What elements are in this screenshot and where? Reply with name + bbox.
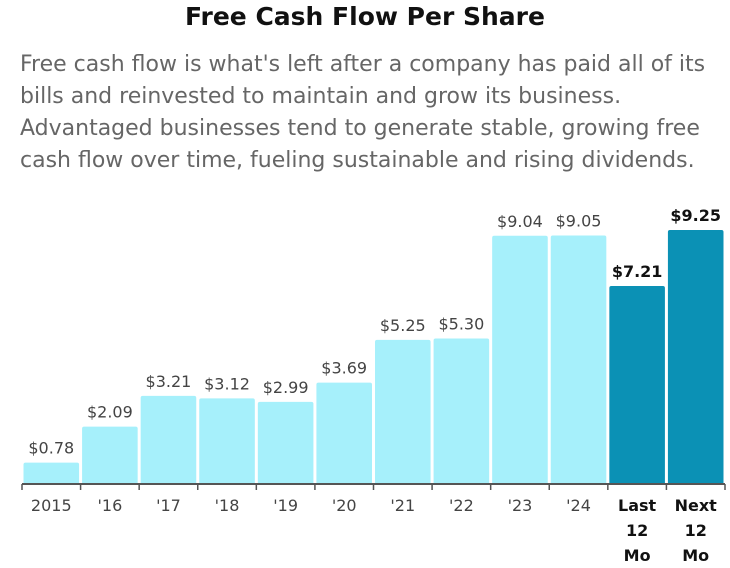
- data-label: $9.25: [670, 206, 721, 225]
- data-label: $9.04: [497, 212, 543, 231]
- bar: [257, 401, 314, 484]
- data-label: $9.05: [556, 211, 602, 230]
- x-tick-label: '21: [390, 496, 415, 515]
- x-tick-label: Mo: [624, 546, 651, 565]
- bar: [433, 338, 490, 484]
- x-tick-label: Last: [618, 496, 657, 515]
- bar: [82, 426, 138, 484]
- bar: [316, 382, 372, 484]
- x-tick-label: '17: [156, 496, 181, 515]
- bar: [199, 398, 255, 484]
- x-tick-label: '23: [508, 496, 533, 515]
- x-tick-label: '18: [215, 496, 240, 515]
- x-tick-label: 12: [626, 521, 648, 540]
- x-tick-label: Next: [675, 496, 718, 515]
- bar: [550, 235, 607, 484]
- chart-description: Free cash flow is what's left after a co…: [20, 49, 720, 177]
- description-line: bills and reinvested to maintain and gro…: [20, 84, 622, 109]
- x-tick-label: '16: [97, 496, 122, 515]
- data-label: $3.69: [321, 359, 367, 378]
- data-label: $3.21: [146, 372, 192, 391]
- description-line: Advantaged businesses tend to generate s…: [20, 116, 700, 141]
- x-tick-label: Mo: [682, 546, 709, 565]
- bar: [492, 235, 548, 484]
- x-tick-label: '19: [273, 496, 298, 515]
- bar: [609, 286, 665, 484]
- bar: [667, 230, 724, 484]
- x-tick-label: 2015: [31, 496, 72, 515]
- bar: [375, 339, 431, 484]
- data-label: $2.09: [87, 403, 133, 422]
- data-label: $5.30: [438, 314, 484, 333]
- data-label: $2.99: [263, 378, 309, 397]
- description-line: cash flow over time, fueling sustainable…: [20, 148, 695, 173]
- chart-title: Free Cash Flow Per Share: [185, 2, 545, 31]
- x-tick-label: '20: [332, 496, 357, 515]
- x-tick-label: '24: [566, 496, 591, 515]
- bar: [140, 395, 197, 484]
- data-label: $3.12: [204, 374, 250, 393]
- data-label: $0.78: [28, 439, 74, 458]
- data-label: $5.25: [380, 316, 426, 335]
- data-label: $7.21: [612, 262, 663, 281]
- description-line: Free cash flow is what's left after a co…: [20, 52, 706, 77]
- bar: [23, 462, 80, 484]
- x-tick-label: '22: [449, 496, 474, 515]
- x-tick-label: 12: [685, 521, 707, 540]
